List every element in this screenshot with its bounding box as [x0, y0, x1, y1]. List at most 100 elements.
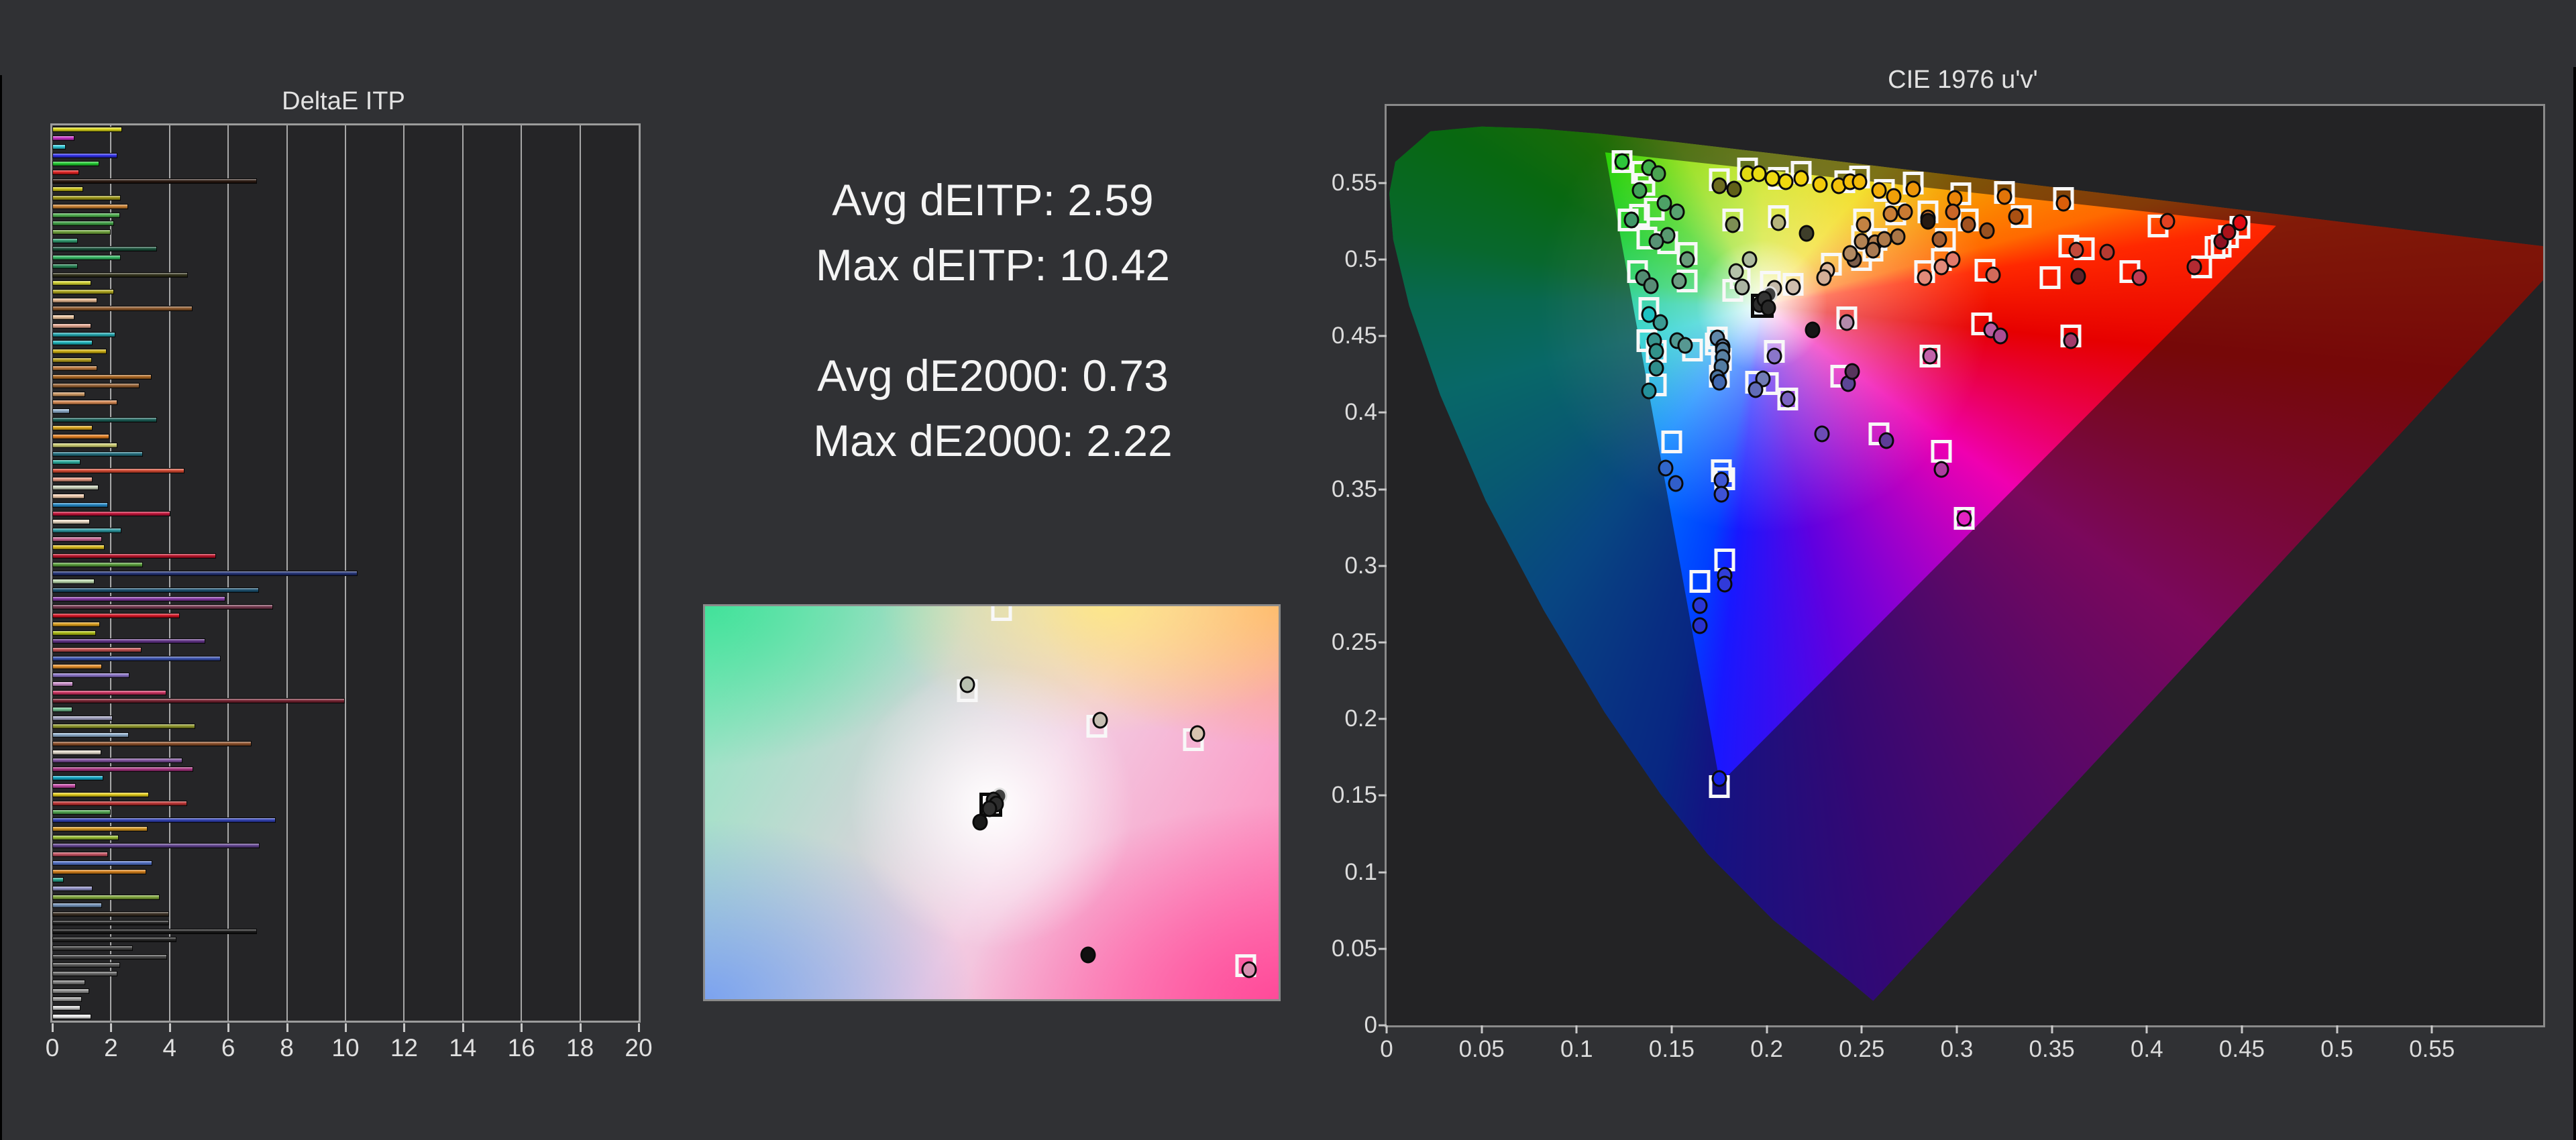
cie-x-tick-label: 0.4	[2130, 1036, 2163, 1062]
bar	[52, 315, 75, 321]
bar	[52, 502, 109, 508]
bar	[52, 800, 187, 806]
measured-point	[1878, 432, 1894, 449]
bar	[52, 272, 189, 278]
bar-chart-gridline	[579, 125, 581, 1021]
measured-point	[1960, 216, 1976, 233]
bar-chart-x-tick	[345, 1023, 347, 1032]
target-square	[1919, 344, 1941, 367]
cie-x-tick	[2430, 1025, 2433, 1033]
bar	[52, 971, 118, 977]
bar	[52, 255, 121, 261]
measured-point	[1643, 277, 1659, 294]
measured-point	[1711, 177, 1727, 194]
bar	[52, 221, 115, 227]
cie-y-tick-label: 0.1	[1344, 858, 1377, 885]
measured-point	[1897, 203, 1913, 221]
cie-x-tick-label: 0.05	[1458, 1036, 1505, 1062]
bar	[52, 758, 182, 764]
bar	[52, 843, 260, 849]
bar	[52, 365, 97, 372]
measured-point	[2070, 268, 2086, 285]
right-edge-strip	[2573, 67, 2576, 1140]
left-edge-strip	[0, 75, 2, 1140]
bar	[52, 911, 169, 917]
bar	[52, 928, 258, 934]
bar	[52, 144, 66, 150]
bar-chart-x-tick	[403, 1023, 406, 1032]
bar	[52, 374, 152, 380]
cie-y-tick-label: 0.25	[1331, 629, 1377, 656]
cie-y-tick-label: 0.2	[1344, 705, 1377, 732]
measured-point	[2063, 332, 2079, 349]
bar	[52, 852, 109, 858]
bar	[52, 937, 176, 943]
bar	[52, 749, 101, 755]
bar	[52, 646, 142, 652]
bar	[52, 434, 109, 440]
bar-chart-x-tick	[638, 1023, 640, 1032]
bar	[52, 885, 93, 891]
bar	[52, 664, 103, 670]
measured-point	[1650, 165, 1666, 182]
measured-point	[1945, 203, 1961, 221]
measured-point	[1726, 180, 1742, 198]
measured-point	[1814, 425, 1830, 443]
measured-point	[1652, 314, 1668, 331]
bar	[52, 1013, 92, 1019]
bar	[52, 212, 120, 218]
measured-point	[1648, 343, 1664, 360]
bar	[52, 834, 119, 840]
measured-point	[1760, 299, 1776, 317]
measured-point	[1890, 228, 1906, 245]
measured-point	[1933, 461, 1949, 478]
bar	[52, 186, 83, 192]
bar	[52, 340, 93, 346]
cie-x-tick	[2145, 1025, 2148, 1033]
measured-point	[2232, 214, 2248, 231]
bar-chart-x-tick	[168, 1023, 171, 1032]
cie-x-tick	[1575, 1025, 1578, 1033]
measured-point	[1677, 337, 1693, 354]
measured-point	[1805, 321, 1821, 339]
cie-x-tick-label: 0.2	[1750, 1036, 1783, 1062]
measured-point	[1656, 194, 1672, 212]
measured-point	[1992, 327, 2008, 345]
measured-point	[1692, 617, 1708, 634]
bar	[52, 894, 160, 900]
target-square	[1931, 439, 1952, 463]
bar	[52, 451, 144, 457]
bar	[52, 288, 115, 294]
cie-y-tick	[1379, 182, 1387, 184]
bar	[52, 280, 91, 286]
measured-point	[1728, 263, 1744, 280]
measured-point	[1812, 176, 1828, 193]
bar	[52, 467, 185, 473]
cie-x-tick-label: 0	[1380, 1036, 1393, 1062]
gamut-patch-plot	[703, 604, 1281, 1001]
bar	[52, 357, 92, 363]
cie-y-tick-label: 0.45	[1331, 323, 1377, 349]
bar	[52, 553, 216, 559]
measured-point	[1658, 459, 1674, 477]
bar	[52, 945, 133, 951]
bar	[52, 732, 129, 738]
bar	[52, 919, 169, 925]
bar	[52, 724, 196, 730]
bar	[52, 783, 76, 789]
gamut-triangle-region	[1389, 127, 2543, 1001]
bar	[52, 331, 115, 337]
bar	[52, 229, 111, 235]
measured-point	[1996, 188, 2012, 205]
cie-y-tick	[1379, 641, 1387, 644]
cie-y-tick-label: 0.5	[1344, 246, 1377, 273]
avg-deitp-value: Avg dEITP: 2.59	[832, 175, 1154, 225]
bar-chart-x-tick	[462, 1023, 464, 1032]
measured-point	[1917, 269, 1933, 286]
bar-chart-x-tick-label: 16	[507, 1034, 535, 1062]
measured-point	[1741, 251, 1758, 268]
target-square	[2039, 266, 2061, 290]
cie-y-tick	[1379, 411, 1387, 414]
measured-point	[1920, 213, 1936, 230]
measured-point	[1717, 575, 1733, 593]
